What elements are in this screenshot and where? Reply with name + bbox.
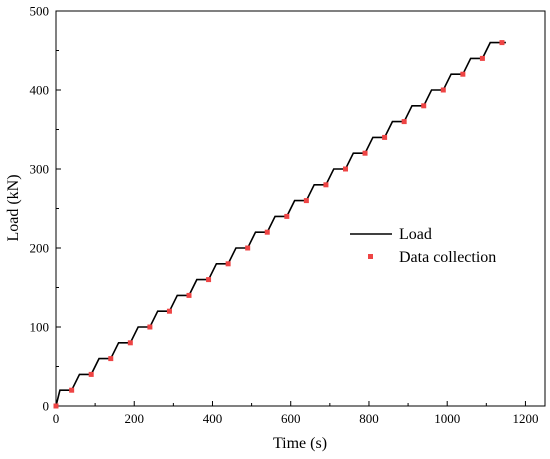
data-collection-point [460, 71, 466, 77]
data-collection-point [342, 166, 348, 172]
data-collection-point [479, 55, 485, 61]
data-collection-point [264, 229, 270, 235]
x-tick-label: 0 [53, 411, 60, 426]
data-collection-point [401, 119, 407, 125]
data-collection-point [186, 292, 192, 298]
data-collection-point [440, 87, 446, 93]
legend: Load Data collection [350, 226, 496, 266]
data-collection-point [362, 150, 368, 156]
plot-frame [55, 10, 546, 407]
data-collection-point [69, 387, 75, 393]
data-collection-point [245, 245, 251, 251]
data-collection-point [206, 277, 212, 283]
series-layer [53, 40, 506, 409]
y-tick-label: 0 [43, 399, 50, 414]
y-tick-label: 300 [30, 162, 50, 177]
legend-label-data-collection: Data collection [399, 249, 496, 266]
x-tick-label: 800 [359, 411, 379, 426]
legend-marker-swatch [368, 254, 373, 259]
series-line-load [55, 41, 506, 407]
y-tick-label: 200 [30, 241, 50, 256]
x-tick-label: 400 [203, 411, 223, 426]
data-collection-point [127, 340, 133, 346]
y-tick-label: 500 [30, 4, 50, 19]
data-collection-point [166, 308, 172, 314]
data-collection-point [147, 324, 153, 330]
x-axis-title: Time (s) [273, 435, 327, 452]
x-tick-label: 200 [124, 411, 144, 426]
y-axis-title: Load (kN) [5, 174, 22, 241]
y-tick-label: 400 [30, 83, 50, 98]
data-collection-point [108, 356, 114, 362]
y-axis: 0 100 200 300 400 500 [30, 4, 61, 414]
x-tick-label: 1000 [434, 411, 460, 426]
data-collection-point [88, 371, 94, 377]
data-collection-point [225, 261, 231, 267]
y-tick-label: 100 [30, 320, 50, 335]
data-collection-point [284, 213, 290, 219]
data-collection-point [499, 40, 505, 46]
x-tick-label: 1200 [512, 411, 538, 426]
x-axis: 0 200 400 600 800 1000 1200 [53, 401, 538, 426]
data-collection-point [323, 182, 329, 188]
data-collection-point [382, 134, 388, 140]
x-tick-label: 600 [281, 411, 301, 426]
data-collection-point [421, 103, 427, 109]
data-collection-point [303, 198, 309, 204]
data-collection-point [53, 403, 59, 409]
legend-label-load: Load [399, 226, 432, 243]
